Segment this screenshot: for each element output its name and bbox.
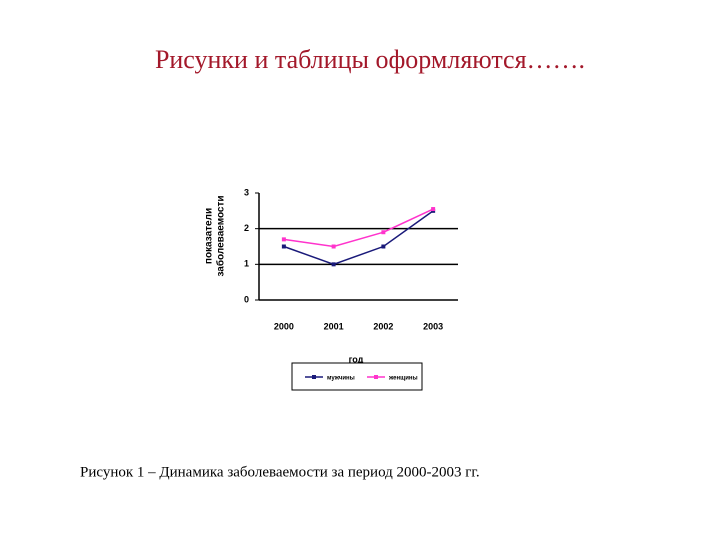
legend-label: женщины [388,376,418,382]
point-marker [331,262,336,267]
x-axis-label: год [349,354,364,364]
point-marker [281,244,286,249]
series-line [283,210,434,266]
y-tick-label: 1 [244,259,249,269]
point-marker [431,207,436,212]
y-tick-label: 2 [244,223,249,233]
point-marker [381,230,386,235]
legend-marker [312,375,316,379]
y-tick-label: 0 [244,294,249,304]
point-marker [281,237,286,242]
y-axis-label: заболеваемости [215,195,227,276]
point-marker [381,244,386,249]
y-axis-label: показатели [204,208,215,264]
series-line [283,208,434,248]
x-tick-label: 2000 [274,321,294,331]
legend-marker [374,375,378,379]
x-tick-label: 2002 [373,321,393,331]
legend-label: мужчины [327,376,355,382]
x-tick-label: 2001 [324,321,344,331]
slide-title: Рисунки и таблицы оформляются……. [155,45,585,74]
x-tick-label: 2003 [423,321,443,331]
caption: Рисунок 1 – Динамика заболеваемости за п… [80,464,480,480]
point-marker [331,244,336,249]
chart: 0 1 2 3 2000 2001 2002 2003 показатели заболеваем… [204,187,458,391]
y-tick-label: 3 [244,187,249,197]
